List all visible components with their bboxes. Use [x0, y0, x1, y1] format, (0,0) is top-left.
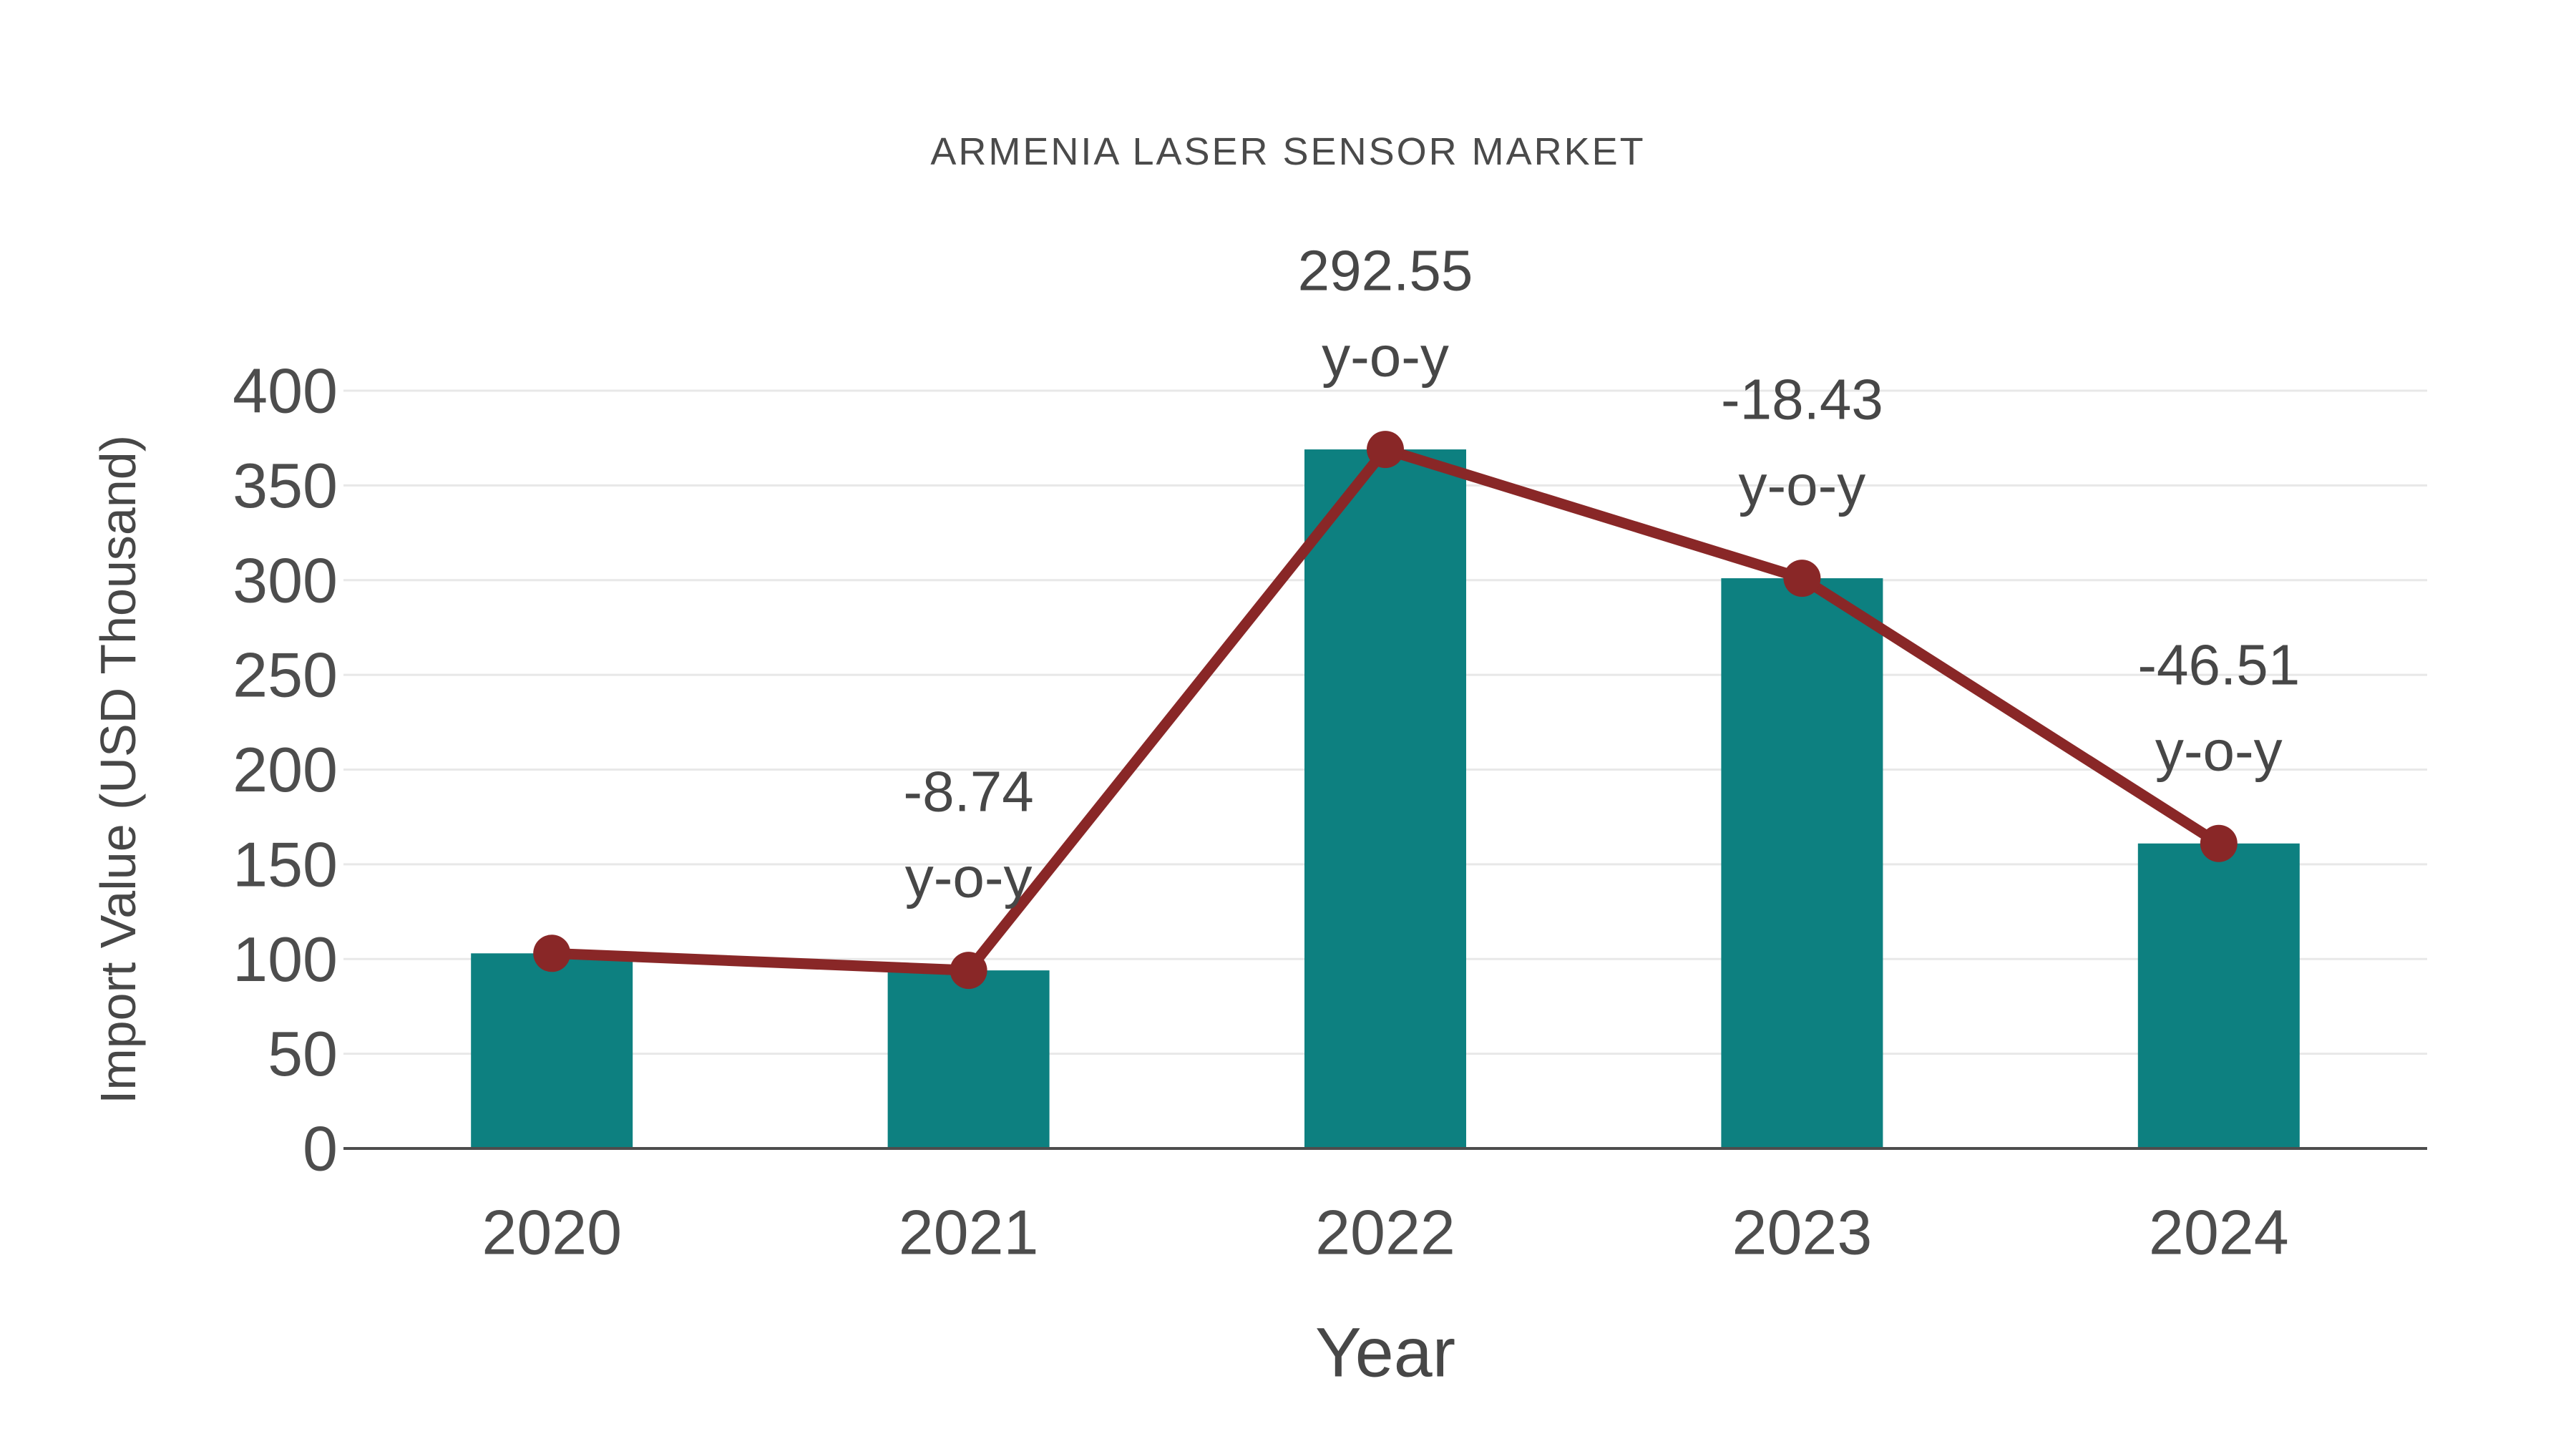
- xtick-label-2023: 2023: [1732, 1197, 1873, 1268]
- annotations: -8.74 y-o-y 292.55 y-o-y -18.43 y-o-y -46.51 y-…: [903, 239, 2300, 909]
- y-axis-title: Import Value (USD Thousand): [90, 435, 146, 1104]
- xtick-label-2024: 2024: [2149, 1197, 2289, 1268]
- x-axis-title: Year: [1315, 1314, 1455, 1392]
- annotation-2024-value: -46.51: [2137, 633, 2300, 696]
- xtick-label-2020: 2020: [482, 1197, 622, 1268]
- marker-2024[interactable]: [2200, 824, 2238, 862]
- bars: [471, 449, 2300, 1148]
- ytick-label-400: 400: [233, 356, 338, 426]
- xtick-label-2022: 2022: [1315, 1197, 1455, 1268]
- bar-2023[interactable]: [1721, 578, 1883, 1148]
- marker-2020[interactable]: [533, 935, 571, 972]
- annotation-2021-value: -8.74: [903, 760, 1033, 824]
- ytick-label-250: 250: [233, 640, 338, 711]
- annotation-2023-value: -18.43: [1721, 368, 1883, 431]
- annotation-2024-label: y-o-y: [2155, 718, 2283, 782]
- bar-2022[interactable]: [1304, 449, 1466, 1148]
- annotation-2021-label: y-o-y: [905, 846, 1033, 909]
- ytick-label-50: 50: [268, 1018, 338, 1089]
- marker-2023[interactable]: [1783, 560, 1821, 597]
- annotation-2022-value: 292.55: [1298, 239, 1473, 303]
- annotation-2022-label: y-o-y: [1322, 325, 1449, 389]
- annotation-2023-label: y-o-y: [1739, 454, 1866, 517]
- xtick-label-2021: 2021: [899, 1197, 1039, 1268]
- bar-2021[interactable]: [887, 970, 1050, 1148]
- ytick-label-200: 200: [233, 734, 338, 805]
- x-tick-labels: 2020 2021 2022 2023 2024: [482, 1197, 2288, 1268]
- ytick-label-0: 0: [303, 1113, 338, 1184]
- ytick-label-100: 100: [233, 924, 338, 995]
- y-tick-labels: 0 50 100 150 200 250 300 350 400: [233, 356, 338, 1184]
- ytick-label-350: 350: [233, 450, 338, 521]
- marker-2022[interactable]: [1367, 431, 1404, 469]
- chart-title: ARMENIA LASER SENSOR MARKET: [930, 130, 1645, 173]
- ytick-label-300: 300: [233, 545, 338, 615]
- marker-2021[interactable]: [950, 952, 987, 990]
- line-markers: [533, 431, 2238, 990]
- bar-2020[interactable]: [471, 953, 633, 1148]
- ytick-label-150: 150: [233, 829, 338, 899]
- bar-2024[interactable]: [2137, 843, 2300, 1148]
